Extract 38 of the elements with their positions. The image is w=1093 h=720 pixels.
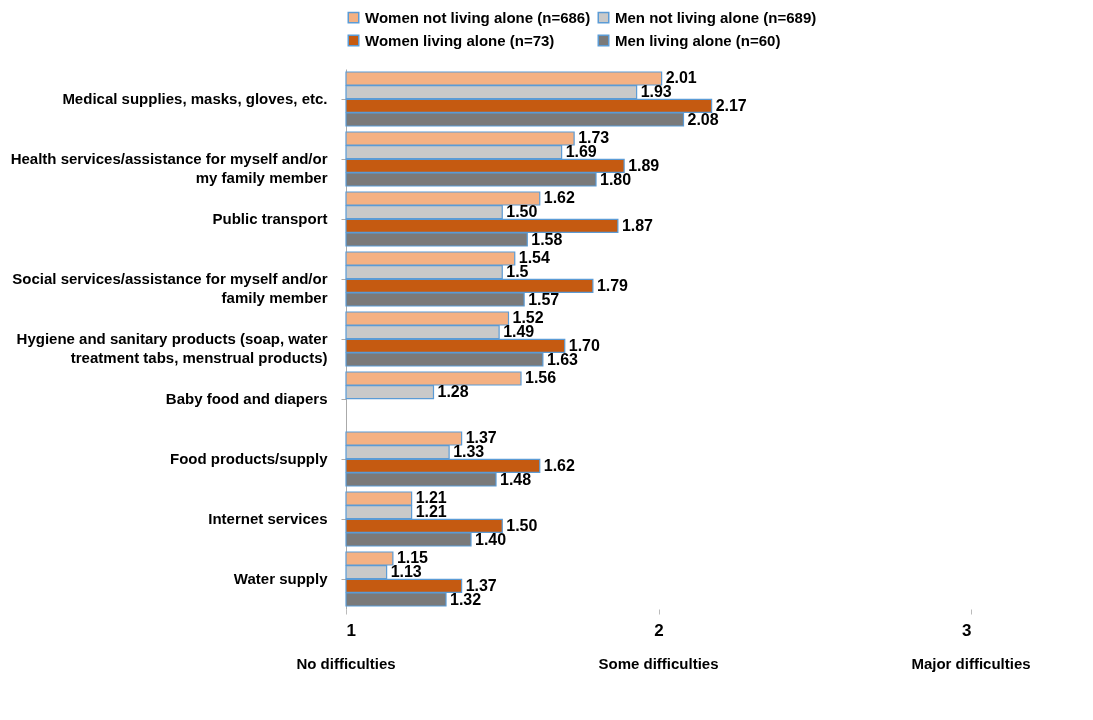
y-tick-label: Social services/assistance for myself and/or family member bbox=[12, 270, 328, 306]
data-label: 1.21 bbox=[415, 503, 447, 521]
x-tick-label: 1 bbox=[346, 620, 356, 640]
data-label: 1.57 bbox=[528, 290, 560, 308]
text: Some difficulties bbox=[598, 655, 719, 672]
legend-label: Women not living alone (n=686) bbox=[365, 8, 591, 26]
y-tick-label: Internet services bbox=[208, 510, 328, 527]
data-label: 1.56 bbox=[525, 369, 557, 387]
data-label: 1.87 bbox=[621, 216, 654, 234]
data-label: 1.62 bbox=[543, 456, 575, 474]
x-tick-label: 2 bbox=[654, 620, 664, 640]
data-label: 1.28 bbox=[437, 383, 469, 401]
data-label: 1.33 bbox=[453, 443, 485, 461]
data-label: 1.49 bbox=[503, 323, 535, 341]
data-label: 1.50 bbox=[506, 516, 538, 534]
data-label: 1.69 bbox=[565, 143, 597, 161]
y-tick-label: Health services/assistance for myself and/or my family member bbox=[10, 150, 328, 186]
legend-label: Men living alone (n=60) bbox=[615, 31, 781, 49]
y-tick-label: Public transport bbox=[212, 210, 328, 227]
text: Major difficulties bbox=[911, 655, 1031, 672]
y-tick-label: Baby food and diapers bbox=[165, 390, 328, 407]
data-label: 1.40 bbox=[475, 530, 507, 548]
data-label: 1.50 bbox=[506, 203, 538, 221]
data-label: 1.58 bbox=[531, 230, 563, 248]
y-tick-label: Food products/supply bbox=[170, 450, 329, 467]
data-label: 1.13 bbox=[390, 563, 422, 581]
data-label: 1.48 bbox=[500, 470, 532, 488]
legend-label: Men not living alone (n=689) bbox=[615, 8, 817, 26]
data-label: 1.62 bbox=[543, 189, 575, 207]
x-tick-label: 3 bbox=[962, 620, 972, 640]
y-tick-label: Medical supplies, masks, gloves, etc. bbox=[62, 90, 328, 107]
legend-label: Women living alone (n=73) bbox=[365, 31, 555, 49]
text: No difficulties bbox=[296, 655, 396, 672]
y-tick-label: Hygiene and sanitary products (soap, water treatment tabs, menstrual products) bbox=[16, 330, 328, 366]
data-label: 1.5 bbox=[506, 263, 529, 281]
data-label: 1.79 bbox=[596, 276, 629, 294]
y-tick-label: Water supply bbox=[233, 570, 329, 587]
data-label: 1.93 bbox=[640, 83, 672, 101]
